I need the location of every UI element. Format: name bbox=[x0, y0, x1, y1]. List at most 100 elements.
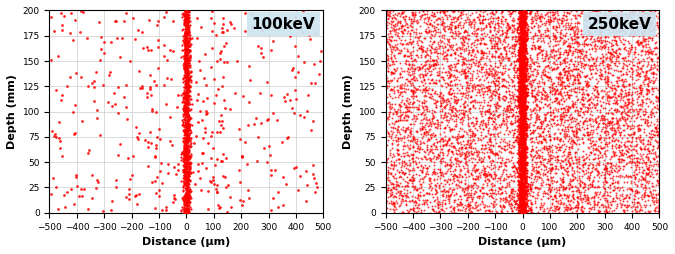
Point bbox=[643, 35, 654, 39]
Point bbox=[459, 68, 470, 72]
Point bbox=[419, 55, 430, 59]
Point bbox=[396, 23, 407, 27]
Point bbox=[586, 117, 597, 121]
Point bbox=[456, 84, 467, 88]
Point bbox=[459, 30, 470, 35]
Point bbox=[574, 142, 585, 146]
Point bbox=[433, 42, 443, 46]
Point bbox=[568, 193, 578, 197]
Point bbox=[518, 208, 529, 212]
Point bbox=[77, 119, 88, 123]
Point bbox=[396, 183, 407, 187]
Point bbox=[398, 69, 409, 73]
Point bbox=[577, 209, 588, 213]
Point bbox=[516, 178, 527, 182]
Point bbox=[385, 194, 396, 198]
Point bbox=[180, 15, 191, 19]
Point bbox=[517, 124, 528, 128]
Point bbox=[563, 152, 574, 156]
Point bbox=[456, 208, 467, 212]
Point bbox=[496, 210, 507, 214]
Point bbox=[518, 75, 529, 80]
Point bbox=[395, 20, 406, 24]
Point bbox=[598, 130, 609, 134]
Point bbox=[516, 125, 527, 130]
Point bbox=[422, 66, 433, 70]
Point bbox=[516, 146, 527, 150]
Point bbox=[518, 101, 529, 105]
Point bbox=[408, 105, 419, 109]
Point bbox=[290, 97, 301, 101]
Point bbox=[508, 73, 519, 77]
Point bbox=[418, 63, 429, 67]
Point bbox=[515, 136, 526, 140]
Point bbox=[421, 133, 431, 137]
Point bbox=[182, 15, 193, 19]
Point bbox=[521, 137, 532, 141]
Point bbox=[518, 211, 529, 215]
Point bbox=[445, 129, 456, 133]
Point bbox=[180, 136, 190, 140]
Point bbox=[585, 132, 595, 136]
Point bbox=[506, 80, 517, 84]
Point bbox=[539, 81, 549, 85]
Point bbox=[573, 174, 584, 178]
Point bbox=[595, 73, 606, 77]
Point bbox=[404, 147, 414, 151]
Point bbox=[516, 64, 526, 68]
Point bbox=[181, 20, 192, 24]
Point bbox=[196, 118, 207, 122]
Point bbox=[435, 122, 446, 126]
Point bbox=[493, 30, 504, 34]
Point bbox=[447, 30, 458, 34]
Point bbox=[555, 193, 566, 197]
Point bbox=[418, 100, 429, 104]
Point bbox=[456, 35, 467, 39]
Point bbox=[182, 117, 192, 121]
Point bbox=[483, 154, 494, 158]
Point bbox=[541, 11, 552, 15]
Point bbox=[479, 90, 489, 94]
Point bbox=[180, 9, 190, 13]
Point bbox=[415, 44, 426, 48]
Point bbox=[593, 121, 604, 125]
Point bbox=[574, 14, 585, 18]
Point bbox=[643, 193, 653, 197]
Point bbox=[561, 98, 572, 102]
Point bbox=[518, 197, 529, 201]
Point bbox=[416, 80, 427, 84]
Point bbox=[617, 110, 628, 114]
Point bbox=[611, 193, 622, 197]
Point bbox=[575, 87, 586, 91]
Point bbox=[563, 195, 574, 199]
Point bbox=[593, 169, 603, 173]
Point bbox=[554, 187, 565, 191]
Point bbox=[624, 119, 635, 123]
Point bbox=[571, 138, 582, 142]
Point bbox=[517, 144, 528, 148]
Point bbox=[464, 71, 475, 75]
Point bbox=[219, 44, 230, 49]
Point bbox=[419, 78, 430, 83]
Point bbox=[519, 140, 530, 144]
Point bbox=[179, 151, 190, 155]
Point bbox=[516, 110, 526, 114]
Point bbox=[598, 114, 609, 118]
Point bbox=[179, 177, 190, 181]
Point bbox=[520, 21, 531, 25]
Point bbox=[518, 137, 529, 141]
Point bbox=[92, 178, 103, 182]
Point bbox=[516, 147, 526, 151]
Point bbox=[388, 54, 399, 58]
Point bbox=[444, 67, 455, 71]
Point bbox=[390, 95, 401, 99]
Point bbox=[450, 65, 460, 69]
Point bbox=[408, 137, 418, 141]
Point bbox=[581, 155, 592, 159]
Point bbox=[603, 201, 614, 205]
Point bbox=[620, 195, 631, 199]
Point bbox=[519, 97, 530, 101]
Point bbox=[503, 100, 514, 104]
Point bbox=[634, 93, 645, 98]
Point bbox=[184, 166, 195, 170]
